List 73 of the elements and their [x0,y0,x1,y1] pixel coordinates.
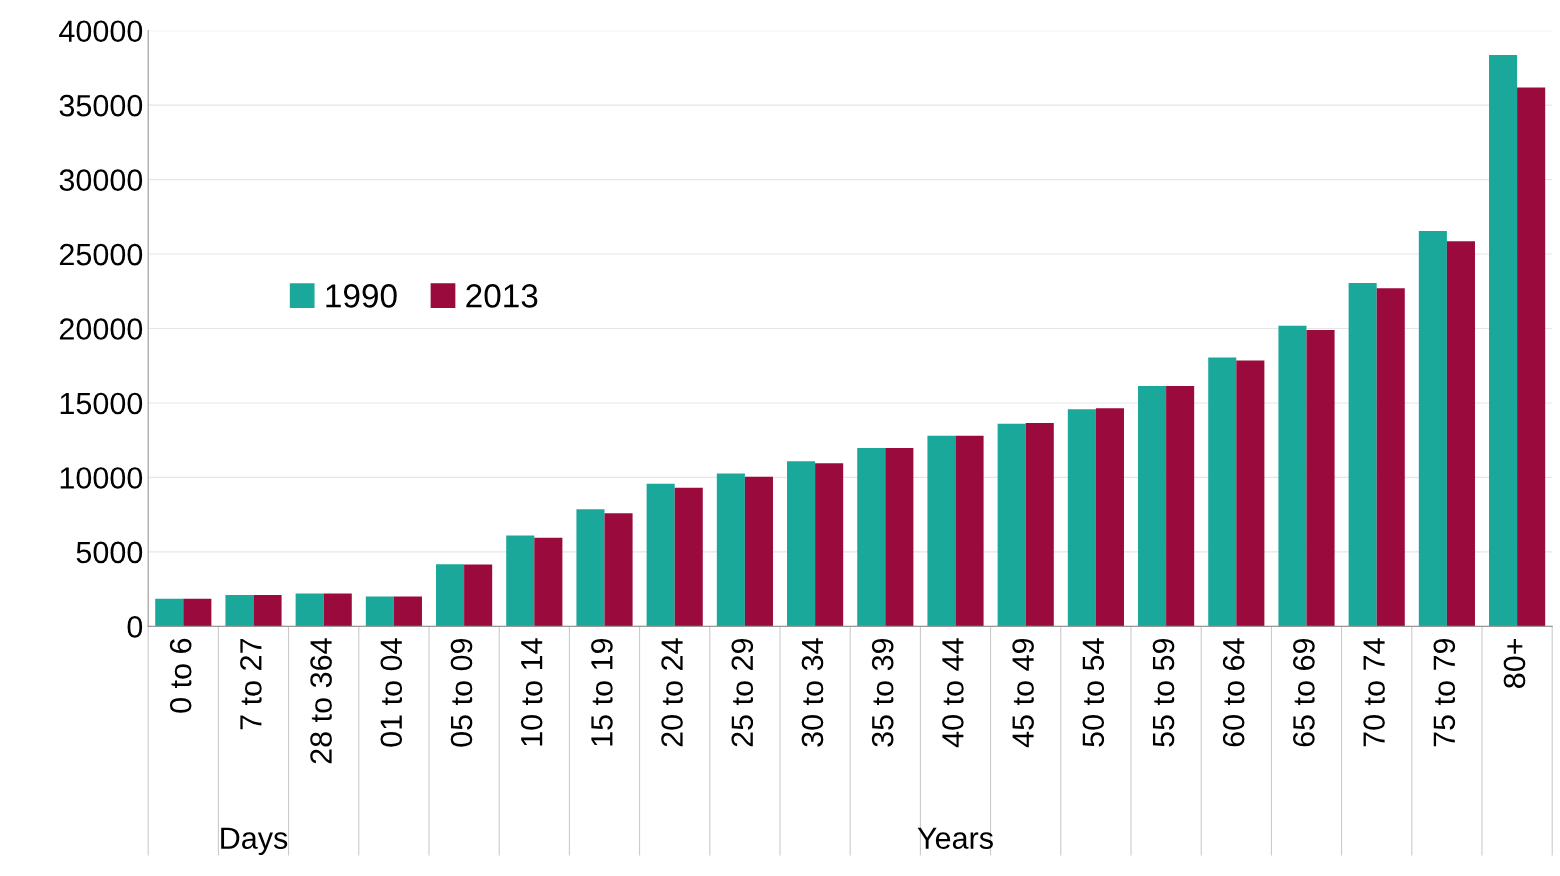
bar [1517,87,1546,627]
x-tick-label: 0 to 6 [169,638,192,713]
bar [225,595,254,627]
bar [885,448,914,627]
y-tick-label: 0 [127,616,143,638]
x-tick-label: 50 to 54 [1082,638,1105,747]
bar [365,596,394,627]
bar [787,461,816,627]
bar [1025,423,1054,627]
bar [716,473,745,627]
x-tick-label: 65 to 69 [1293,638,1315,747]
text: Years [917,827,993,849]
bar [295,593,324,627]
x-tick-label: 15 to 19 [591,638,613,746]
x-tick-label: 80+ [1503,638,1526,688]
bar [1095,408,1124,627]
bar [1418,231,1447,627]
bar [674,487,703,627]
bar [393,596,422,627]
bar [534,537,563,627]
y-tick-label: 40000 [59,20,143,43]
bar [1376,288,1405,627]
bar [253,595,282,627]
bar [1166,385,1195,627]
bar [646,483,675,627]
text: Days [221,827,288,856]
x-tick-label: 30 to 34 [801,638,824,747]
x-tick-label: 55 to 59 [1152,638,1175,747]
x-tick-label: 75 to 79 [1433,638,1456,747]
x-tick-label: 70 to 74 [1363,638,1385,747]
bar [927,435,956,627]
bar [1208,357,1237,627]
bar [744,476,773,627]
bar [1236,360,1265,627]
x-tick-label: 25 to 29 [731,638,754,747]
bar [857,448,886,627]
bar [1446,241,1475,627]
bar [604,513,633,627]
bar [464,564,493,627]
y-tick-label: 30000 [59,169,143,191]
x-tick-label: 60 to 64 [1222,638,1245,747]
bar [323,593,352,627]
bar [815,463,844,627]
bar [955,435,984,627]
x-tick-label: 7 to 27 [240,638,262,730]
legend-label: 2013 [466,284,538,308]
legend-label: 1990 [326,284,397,308]
x-tick-label: 45 to 49 [1012,638,1034,748]
bar [1067,409,1096,627]
x-tick-label: 40 to 44 [942,638,964,748]
x-tick-label: 28 to 364 [310,638,332,764]
bar [1306,329,1335,627]
bar [576,509,605,627]
x-tick-label: 10 to 14 [520,638,543,746]
y-tick-label: 15000 [60,392,143,415]
y-tick-label: 10000 [60,467,143,489]
y-tick-label: 25000 [59,243,143,266]
bar [155,598,184,627]
bar [506,535,535,627]
bar [436,564,465,627]
x-tick-label: 35 to 39 [871,638,894,747]
y-tick-label: 35000 [59,94,143,117]
x-tick-label: 05 to 09 [450,638,473,747]
bar [997,423,1026,627]
x-tick-label: 01 to 04 [380,638,403,747]
y-tick-label: 5000 [76,541,143,564]
bar [1489,54,1518,627]
y-tick-label: 20000 [59,318,143,340]
bar [1348,283,1377,627]
bar [1138,385,1167,627]
x-tick-label: 20 to 24 [661,638,683,747]
bar [183,598,212,627]
bar [1278,325,1307,627]
